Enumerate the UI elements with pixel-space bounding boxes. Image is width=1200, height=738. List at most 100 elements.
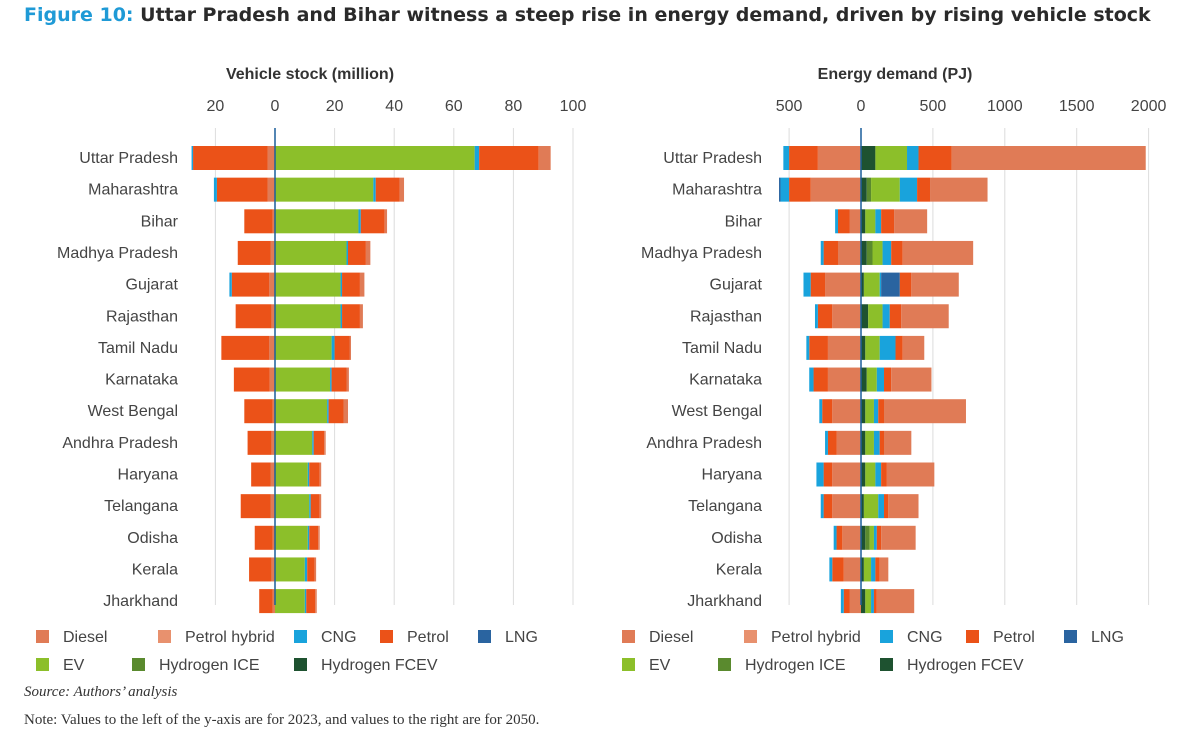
chart1-bar-2050-jharkhand-diesel [315, 589, 317, 614]
chart1-legend-swatch-diesel [36, 630, 49, 643]
chart2-category-label-odisha: Odisha [711, 530, 762, 547]
chart2-legend-swatch-lng [1064, 630, 1077, 643]
chart2-bar-2050-madhya-pradesh-hydrogen-fcev [861, 240, 867, 265]
chart2-bar-2050-telangana-hydrogen-fcev [861, 494, 864, 519]
chart2-bar-2050-rajasthan-ev [868, 304, 883, 329]
chart2-bar-2023-west-bengal-petrol [822, 399, 833, 424]
chart2-bar-2050-odisha-cng [873, 525, 877, 550]
chart2-bar-2050-jharkhand-petrol [873, 589, 877, 614]
chart2-bar-2023-bihar-petrol [837, 209, 850, 234]
chart2-bar-2023-odisha-cng [833, 525, 837, 550]
chart2-legend-swatch-ev [622, 658, 635, 671]
chart1-bar-2023-odisha-petrol [254, 525, 273, 550]
chart2-bar-2050-karnataka-cng [876, 367, 885, 392]
chart1-bar-2050-bihar-diesel [384, 209, 388, 234]
chart2-bar-2023-haryana-cng [816, 462, 824, 487]
chart1-category-label-uttar-pradesh: Uttar Pradesh [79, 150, 178, 167]
chart1-bar-2050-kerala-ev [275, 557, 305, 582]
chart2-bar-2050-tamil-nadu-cng [879, 335, 896, 360]
chart1-bar-2023-kerala-petrol [249, 557, 272, 582]
chart2-bar-2050-rajasthan-hydrogen-fcev [861, 304, 869, 329]
chart2-bar-2050-west-bengal-hydrogen-fcev [861, 399, 866, 424]
chart1-x-tick-label: 20 [207, 98, 225, 115]
chart2-bar-2050-maharashtra-petrol [917, 177, 931, 202]
chart2-bar-2050-odisha-ev [869, 525, 874, 550]
chart2-bar-2050-uttar-pradesh-cng [907, 146, 919, 170]
chart1-legend-label-ev: EV [63, 657, 85, 674]
chart1-bar-2050-maharashtra-diesel [399, 177, 405, 202]
chart1-bar-2023-madhya-pradesh-petrol [237, 240, 271, 265]
chart1-legend-swatch-ev [36, 658, 49, 671]
chart1-category-label-gujarat: Gujarat [126, 277, 179, 294]
chart1-bar-2050-gujarat-petrol [342, 272, 360, 297]
chart2-legend-label-ev: EV [649, 657, 671, 674]
chart2-bar-2050-bihar-petrol [881, 209, 895, 234]
chart2-bar-2023-jharkhand-cng [840, 589, 844, 614]
chart1-bar-2050-west-bengal-cng [327, 399, 329, 424]
chart1-bar-2050-west-bengal-petrol [328, 399, 344, 424]
chart2-bar-2050-kerala-hydrogen-fcev [861, 557, 864, 582]
chart2-bar-2050-haryana-cng [875, 462, 882, 487]
chart2-legend-label-petrol: Petrol [993, 629, 1035, 646]
chart1-category-label-rajasthan: Rajasthan [106, 308, 178, 325]
chart1-legend-swatch-hydrogen-ice [132, 658, 145, 671]
chart1-legend-swatch-hydrogen-fcev [294, 658, 307, 671]
chart1-legend-label-petrol: Petrol [407, 629, 449, 646]
chart2-category-label-tamil-nadu: Tamil Nadu [682, 340, 762, 357]
chart1-bar-2050-madhya-pradesh-diesel [365, 240, 371, 265]
chart2-bar-2023-gujarat-diesel [825, 272, 861, 297]
chart2-bar-2023-uttar-pradesh-petrol [789, 146, 818, 170]
chart1-legend-swatch-petrol-hybrid [158, 630, 171, 643]
chart1-bar-2023-jharkhand-diesel [272, 589, 275, 614]
chart2-bar-2050-west-bengal-ev [865, 399, 874, 424]
chart1-bar-2050-kerala-diesel [314, 557, 317, 582]
chart2-category-label-bihar: Bihar [725, 213, 763, 230]
chart2-category-label-haryana: Haryana [702, 467, 763, 484]
chart1-category-label-karnataka: Karnataka [105, 372, 178, 389]
chart2-category-label-west-bengal: West Bengal [672, 403, 762, 420]
chart1-category-label-west-bengal: West Bengal [88, 403, 178, 420]
chart1-category-label-tamil-nadu: Tamil Nadu [98, 340, 178, 357]
chart2-bar-2023-gujarat-cng [803, 272, 811, 297]
chart2-legend-label-hydrogen-fcev: Hydrogen FCEV [907, 657, 1024, 674]
chart2-bar-2050-uttar-pradesh-petrol [918, 146, 952, 170]
chart1-legend-label-diesel: Diesel [63, 629, 107, 646]
chart1-x-tick-label: 40 [385, 98, 403, 115]
chart1-category-label-madhya-pradesh: Madhya Pradesh [57, 245, 178, 262]
chart1-legend-label-hydrogen-fcev: Hydrogen FCEV [321, 657, 438, 674]
chart1-bar-2050-uttar-pradesh-diesel [538, 146, 551, 170]
chart1-bar-2023-west-bengal-diesel [272, 399, 275, 424]
chart2-x-tick-label: 2000 [1131, 98, 1167, 115]
chart1-bar-2050-odisha-cng [307, 525, 310, 550]
chart2-bar-2050-karnataka-diesel [891, 367, 932, 392]
chart1-category-label-odisha: Odisha [127, 530, 178, 547]
chart2-bar-2023-karnataka-diesel [827, 367, 861, 392]
chart1-bar-2050-uttar-pradesh-petrol [479, 146, 539, 170]
chart2-legend-swatch-hydrogen-fcev [880, 658, 893, 671]
chart2-bar-2050-andhra-pradesh-diesel [884, 430, 912, 455]
chart1-bar-2050-uttar-pradesh-ev [275, 146, 475, 170]
chart1-category-label-maharashtra: Maharashtra [88, 182, 178, 199]
chart1-bar-2050-maharashtra-petrol [375, 177, 400, 202]
chart2-bar-2050-andhra-pradesh-ev [865, 430, 874, 455]
chart2-bar-2050-tamil-nadu-diesel [902, 335, 925, 360]
chart1-bar-2050-odisha-petrol [309, 525, 319, 550]
chart1-legend-label-lng: LNG [505, 629, 538, 646]
chart1-axis-title: Vehicle stock (million) [226, 66, 394, 83]
chart2-bar-2050-uttar-pradesh-diesel [951, 146, 1146, 170]
chart1-bar-2050-karnataka-petrol [331, 367, 347, 392]
chart1-bar-2050-karnataka-ev [275, 367, 331, 392]
chart1-bar-2023-gujarat-petrol [231, 272, 270, 297]
chart2-x-tick-label: 500 [920, 98, 947, 115]
chart2-bar-2050-andhra-pradesh-hydrogen-fcev [861, 430, 866, 455]
chart2-bar-2050-kerala-ev [863, 557, 872, 582]
chart1-bar-2023-kerala-diesel [271, 557, 275, 582]
chart1-bar-2023-bihar-petrol [244, 209, 273, 234]
chart2-legend-swatch-petrol [966, 630, 979, 643]
chart2-bar-2050-andhra-pradesh-cng [873, 430, 880, 455]
chart1-legend-swatch-petrol [380, 630, 393, 643]
chart2-bar-2050-tamil-nadu-ev [865, 335, 880, 360]
chart2-bar-2050-telangana-ev [863, 494, 879, 519]
chart1-bar-2050-haryana-diesel [319, 462, 322, 487]
chart1-bar-2050-jharkhand-petrol [306, 589, 316, 614]
